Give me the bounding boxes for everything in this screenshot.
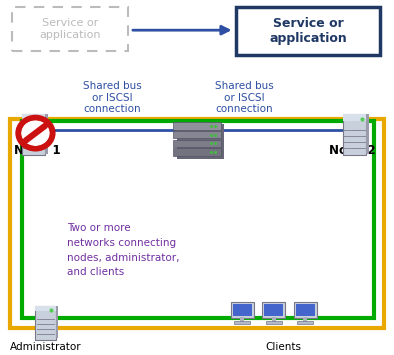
Bar bbox=[22, 114, 45, 121]
Circle shape bbox=[18, 118, 53, 149]
Bar bbox=[177, 124, 224, 159]
Bar bbox=[264, 305, 283, 316]
Bar bbox=[366, 114, 369, 153]
Bar bbox=[45, 114, 48, 153]
Bar bbox=[234, 321, 250, 324]
Bar bbox=[294, 302, 317, 318]
Bar bbox=[231, 302, 254, 318]
Bar bbox=[233, 305, 252, 316]
Text: Node 2: Node 2 bbox=[329, 144, 376, 157]
Bar bbox=[22, 114, 45, 155]
Bar bbox=[173, 131, 221, 138]
Bar bbox=[240, 317, 244, 322]
Bar bbox=[12, 7, 128, 51]
Text: Service or
application: Service or application bbox=[269, 17, 347, 45]
Bar bbox=[173, 140, 221, 147]
Circle shape bbox=[22, 121, 49, 145]
Bar bbox=[266, 321, 282, 324]
Bar bbox=[297, 321, 313, 324]
Bar bbox=[173, 148, 221, 156]
Bar bbox=[35, 306, 56, 340]
Bar bbox=[343, 114, 366, 121]
Bar bbox=[272, 317, 276, 322]
Text: Shared bus
or ISCSI
connection: Shared bus or ISCSI connection bbox=[215, 81, 274, 114]
Bar bbox=[303, 317, 307, 322]
Text: Shared bus
or ISCSI
connection: Shared bus or ISCSI connection bbox=[83, 81, 142, 114]
Bar bbox=[343, 114, 366, 155]
Bar bbox=[173, 122, 221, 130]
Bar bbox=[10, 119, 384, 328]
Text: Administrator: Administrator bbox=[9, 342, 81, 351]
Bar bbox=[35, 306, 56, 311]
Text: Service or
application: Service or application bbox=[39, 18, 101, 40]
Text: Node 1: Node 1 bbox=[14, 144, 61, 157]
Text: Clients: Clients bbox=[266, 342, 302, 351]
Bar bbox=[296, 305, 315, 316]
Bar bbox=[56, 306, 58, 338]
Bar bbox=[22, 121, 374, 318]
Bar bbox=[236, 7, 380, 55]
Bar bbox=[262, 302, 285, 318]
Text: Two or more
networks connecting
nodes, administrator,
and clients: Two or more networks connecting nodes, a… bbox=[67, 223, 180, 278]
